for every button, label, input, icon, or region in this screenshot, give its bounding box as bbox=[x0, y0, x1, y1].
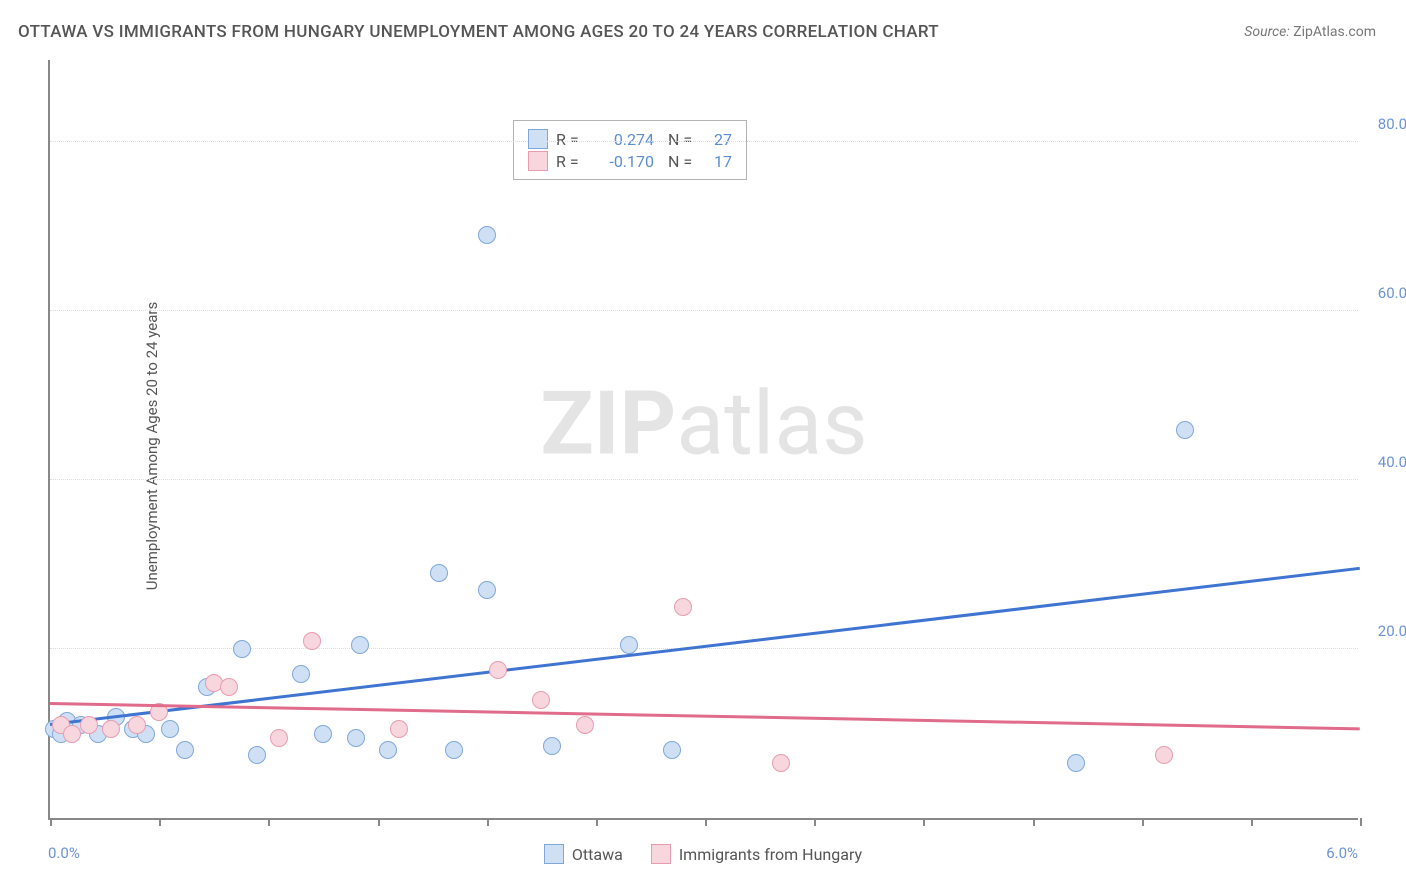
watermark-rest: atlas bbox=[676, 372, 867, 475]
legend-label: Immigrants from Hungary bbox=[679, 845, 862, 864]
x-tick bbox=[268, 818, 270, 826]
source-attribution: Source: ZipAtlas.com bbox=[1244, 24, 1376, 40]
x-tick bbox=[923, 818, 925, 826]
series-legend: Ottawa Immigrants from Hungary bbox=[0, 844, 1406, 864]
scatter-point bbox=[445, 741, 463, 759]
scatter-point bbox=[102, 720, 120, 738]
gridline bbox=[50, 479, 1358, 480]
scatter-point bbox=[292, 665, 310, 683]
scatter-point bbox=[161, 720, 179, 738]
source-label: Source: bbox=[1244, 24, 1289, 40]
swatch-ottawa bbox=[528, 129, 548, 149]
legend-item-ottawa: Ottawa bbox=[544, 844, 623, 864]
scatter-point bbox=[128, 716, 146, 734]
correlation-legend: R = 0.274 N = 27 R = -0.170 N = 17 bbox=[513, 120, 747, 180]
scatter-point bbox=[390, 720, 408, 738]
legend-row-hungary: R = -0.170 N = 17 bbox=[528, 151, 732, 171]
x-tick bbox=[705, 818, 707, 826]
scatter-point bbox=[478, 226, 496, 244]
scatter-point bbox=[1155, 746, 1173, 764]
x-tick bbox=[1360, 818, 1362, 826]
scatter-point bbox=[270, 729, 288, 747]
y-tick-label: 80.0% bbox=[1378, 115, 1406, 133]
x-tick bbox=[1142, 818, 1144, 826]
scatter-point bbox=[63, 725, 81, 743]
legend-row-ottawa: R = 0.274 N = 27 bbox=[528, 129, 732, 149]
watermark: ZIPatlas bbox=[540, 372, 867, 475]
n-value: 27 bbox=[706, 130, 732, 149]
scatter-point bbox=[351, 636, 369, 654]
x-tick bbox=[378, 818, 380, 826]
source-value: ZipAtlas.com bbox=[1293, 24, 1376, 40]
r-value: 0.274 bbox=[592, 130, 654, 149]
scatter-point bbox=[489, 661, 507, 679]
scatter-point bbox=[303, 632, 321, 650]
swatch-hungary bbox=[528, 151, 548, 171]
scatter-point bbox=[248, 746, 266, 764]
trend-line bbox=[50, 702, 1360, 730]
r-value: -0.170 bbox=[592, 152, 654, 171]
x-tick bbox=[50, 818, 52, 826]
swatch-hungary bbox=[651, 844, 671, 864]
scatter-point bbox=[543, 737, 561, 755]
y-tick-label: 60.0% bbox=[1378, 284, 1406, 302]
y-tick-label: 20.0% bbox=[1378, 622, 1406, 640]
n-label: N = bbox=[668, 152, 698, 171]
x-tick bbox=[1251, 818, 1253, 826]
scatter-point bbox=[1176, 421, 1194, 439]
scatter-point bbox=[176, 741, 194, 759]
legend-item-hungary: Immigrants from Hungary bbox=[651, 844, 862, 864]
scatter-point bbox=[532, 691, 550, 709]
scatter-point bbox=[478, 581, 496, 599]
x-tick bbox=[596, 818, 598, 826]
chart-title: OTTAWA VS IMMIGRANTS FROM HUNGARY UNEMPL… bbox=[18, 22, 939, 42]
scatter-point bbox=[663, 741, 681, 759]
gridline bbox=[50, 310, 1358, 311]
n-value: 17 bbox=[706, 152, 732, 171]
chart-container: OTTAWA VS IMMIGRANTS FROM HUNGARY UNEMPL… bbox=[0, 0, 1406, 892]
watermark-bold: ZIP bbox=[540, 372, 676, 475]
scatter-point bbox=[772, 754, 790, 772]
n-label: N = bbox=[668, 130, 698, 149]
legend-label: Ottawa bbox=[572, 845, 623, 864]
x-tick bbox=[487, 818, 489, 826]
swatch-ottawa bbox=[544, 844, 564, 864]
scatter-point bbox=[379, 741, 397, 759]
scatter-point bbox=[1067, 754, 1085, 772]
r-label: R = bbox=[556, 152, 584, 171]
scatter-point bbox=[620, 636, 638, 654]
scatter-point bbox=[430, 564, 448, 582]
scatter-point bbox=[674, 598, 692, 616]
scatter-point bbox=[314, 725, 332, 743]
scatter-point bbox=[576, 716, 594, 734]
scatter-point bbox=[80, 716, 98, 734]
y-tick-label: 40.0% bbox=[1378, 453, 1406, 471]
scatter-point bbox=[347, 729, 365, 747]
scatter-point bbox=[233, 640, 251, 658]
scatter-point bbox=[220, 678, 238, 696]
x-tick bbox=[159, 818, 161, 826]
x-tick bbox=[814, 818, 816, 826]
r-label: R = bbox=[556, 130, 584, 149]
gridline bbox=[50, 141, 1358, 142]
plot-area: ZIPatlas R = 0.274 N = 27 R = -0.170 N =… bbox=[48, 60, 1358, 820]
x-tick bbox=[1033, 818, 1035, 826]
